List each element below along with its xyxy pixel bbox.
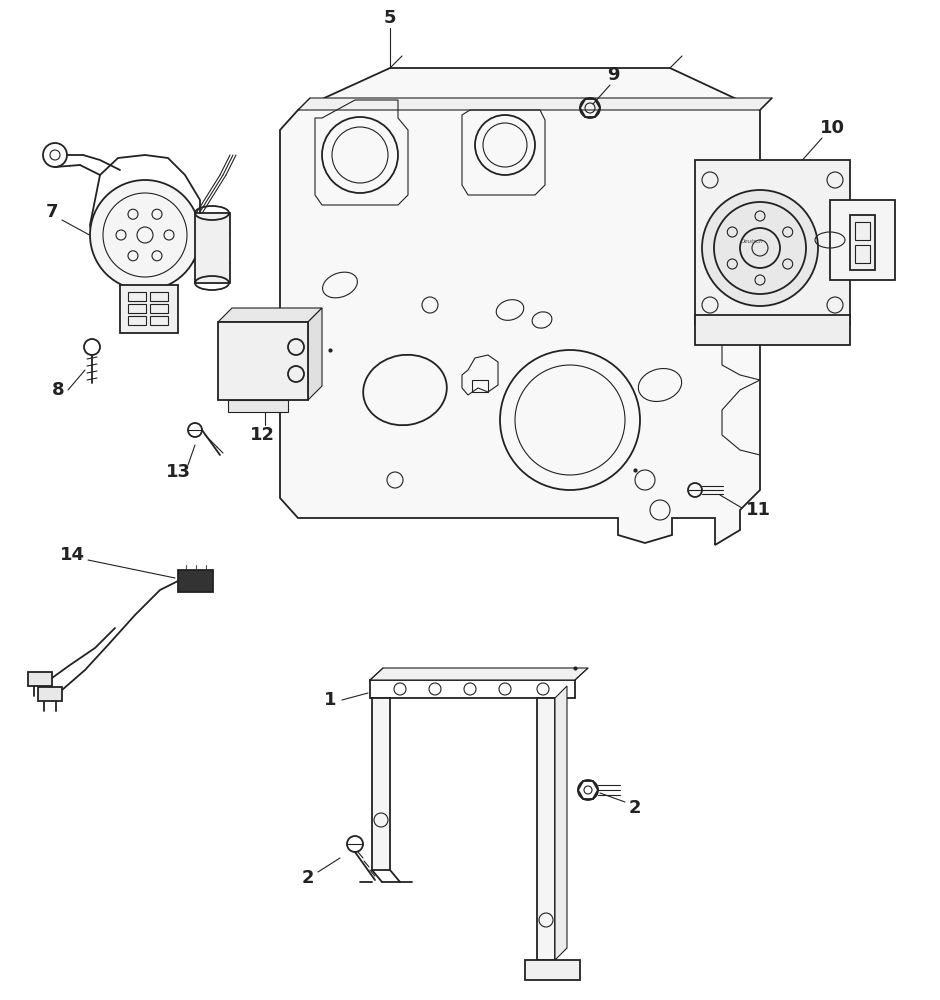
Bar [128,292,146,301]
Text: 9: 9 [606,66,619,84]
Bar [472,380,488,392]
Text: 7: 7 [46,203,58,221]
Text: 2: 2 [302,869,314,887]
Bar [150,316,168,325]
Bar [695,160,850,325]
Bar [525,960,580,980]
Text: 5: 5 [384,9,397,27]
Text: 8: 8 [52,381,64,399]
Bar [695,315,850,345]
Bar [128,316,146,325]
Bar [38,687,62,701]
Bar [195,213,230,283]
Polygon shape [370,668,588,680]
Text: 12: 12 [249,426,274,444]
Circle shape [90,180,200,290]
Bar [28,672,52,686]
Bar [855,245,870,263]
Polygon shape [372,698,390,870]
Polygon shape [218,308,322,322]
Bar [150,292,168,301]
Text: 13: 13 [165,463,191,481]
Text: 11: 11 [745,501,771,519]
Polygon shape [298,98,772,110]
Text: 2: 2 [629,799,641,817]
Bar [218,322,308,400]
Bar [855,222,870,240]
Circle shape [702,190,818,306]
Bar [228,400,288,412]
Bar [128,304,146,313]
Bar [120,285,178,333]
Bar [150,304,168,313]
Bar [850,215,875,270]
Polygon shape [280,68,785,545]
Polygon shape [555,686,567,960]
Text: 14: 14 [59,546,85,564]
Text: 10: 10 [820,119,844,137]
Polygon shape [537,698,555,960]
Bar [178,570,213,592]
Text: 1: 1 [323,691,337,709]
Polygon shape [308,308,322,400]
Bar [830,200,895,280]
Text: Deutsch: Deutsch [741,239,763,244]
